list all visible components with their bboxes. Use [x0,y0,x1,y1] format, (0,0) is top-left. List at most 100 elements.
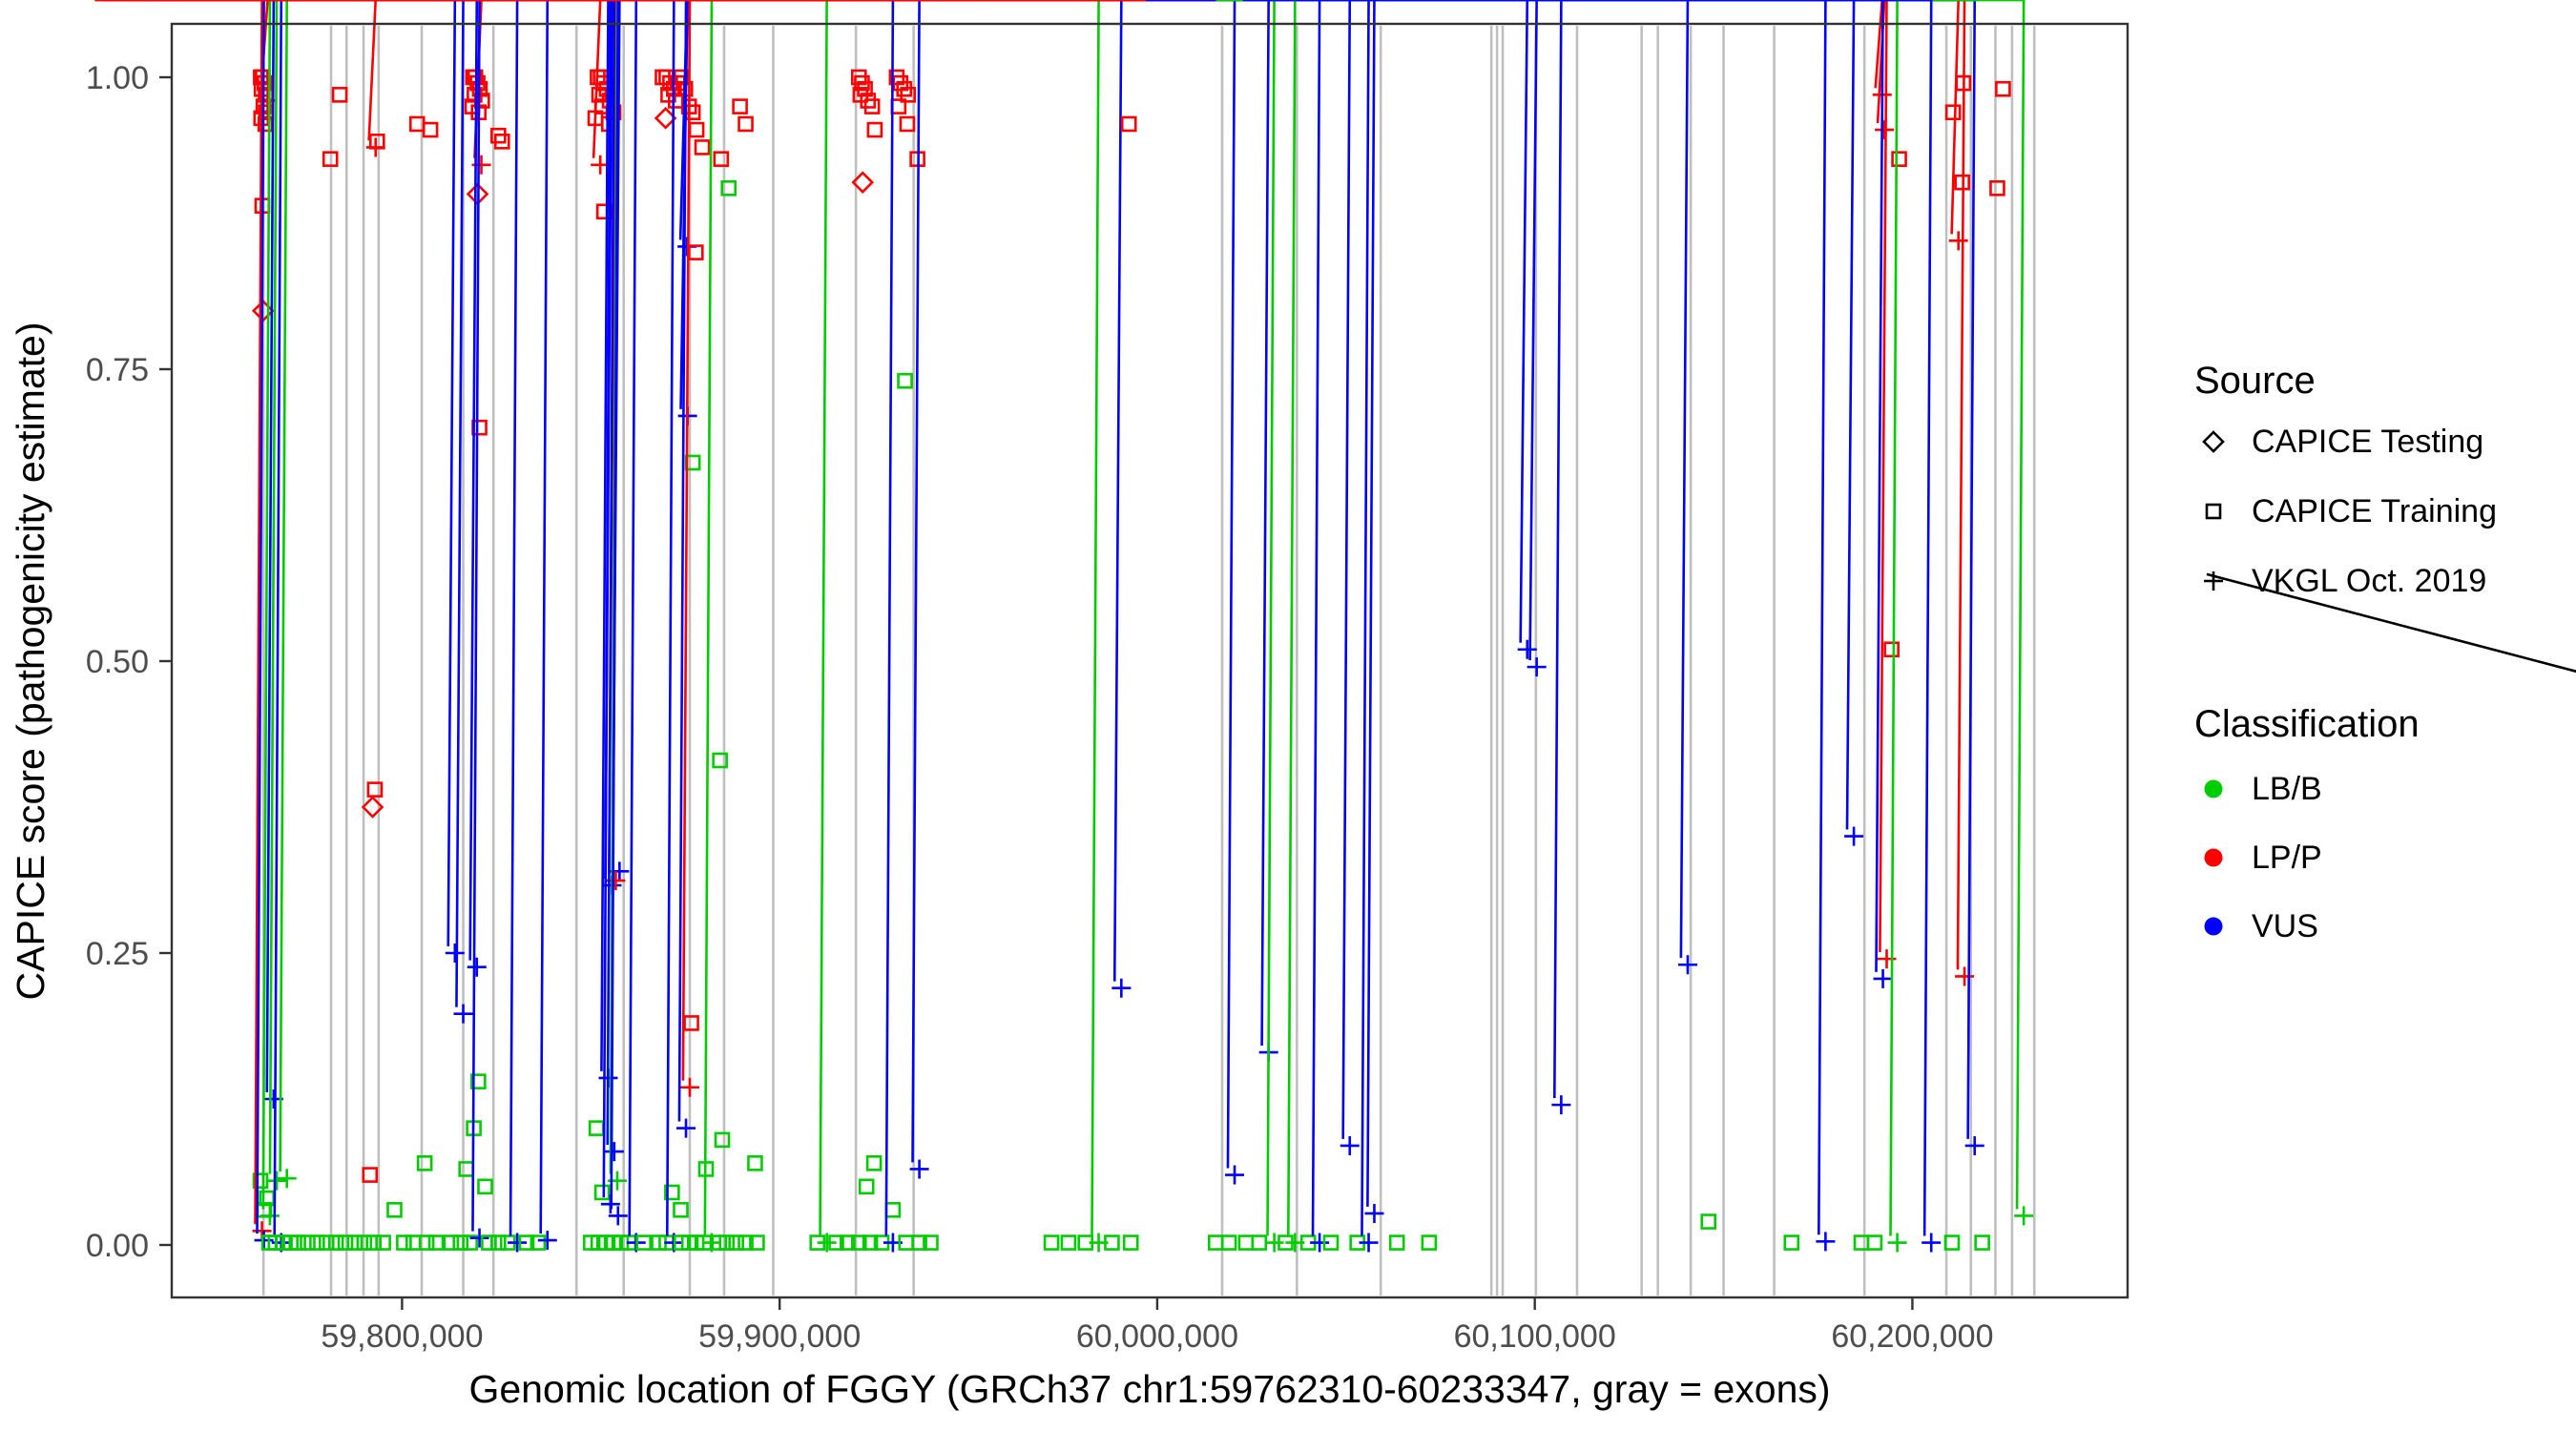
data-point [712,752,728,769]
data-point [1322,1234,1340,1251]
data-point [396,1234,412,1251]
data-point [443,1234,460,1251]
classification-dot-icon [2204,779,2223,798]
data-point [588,1120,605,1136]
legend-title-source: Source [2194,360,2316,402]
data-point [1120,115,1137,133]
data-point [866,121,883,138]
data-point [747,1155,763,1172]
data-point [911,1234,927,1251]
data-point [462,1234,478,1251]
data-points-layer [94,0,2034,1253]
data-point [1944,104,1962,121]
data-point [606,0,882,891]
legend-item-vkgl-oct-2019: VKGL Oct. 2019 [2252,563,2486,599]
y-tick-label: 0.25 [86,936,149,972]
data-point [318,1234,335,1251]
data-point [737,1234,754,1251]
data-point [452,1234,469,1251]
data-point [1251,1234,1268,1251]
data-point [1104,1234,1120,1251]
data-point [418,1234,435,1251]
data-point [840,1234,856,1251]
data-point [1207,1234,1224,1251]
data-point [1213,0,1384,1223]
data-point [1421,1234,1438,1251]
y-axis-ticks: 0.00 0.25 0.50 0.75 1.00 [86,60,172,1264]
data-point [1883,641,1900,658]
data-point [923,1234,939,1251]
data-point [1122,1234,1139,1251]
x-axis-ticks: 59,800,000 59,900,000 60,000,000 60,100,000… [321,1297,1994,1355]
data-point [469,0,1238,1248]
data-point [713,151,730,167]
data-point [602,0,886,896]
data-point [361,796,384,819]
data-point [701,0,1243,1253]
data-point [673,1201,689,1218]
legend-title-classification: Classification [2194,703,2420,745]
data-point [1215,0,2034,1226]
data-point [453,0,1014,1024]
data-point [1242,0,1330,1253]
legend-item-capice-training: CAPICE Training [2252,493,2497,529]
data-point [1052,0,1278,1063]
data-point [610,0,872,881]
data-point [530,1234,547,1251]
data-point [732,98,748,114]
data-point [1237,1234,1255,1251]
data-point [1043,1234,1060,1251]
data-point [1174,0,1245,1185]
data-point [897,372,913,389]
data-point [884,1201,902,1218]
data-point [679,0,1088,1097]
data-point [593,1184,611,1201]
data-point [667,0,1547,677]
y-tick-label: 1.00 [86,60,149,96]
asterisk-legend-icon [2204,571,2576,674]
data-point [718,1234,736,1251]
data-point [309,1234,325,1251]
y-axis-title: CAPICE score (pathogenicity estimate) [9,322,52,1001]
data-point [1700,1213,1717,1230]
data-point [817,0,1243,1253]
data-point [749,1234,765,1251]
x-axis-title: Genomic location of FGGY (GRCh37 chr1:59… [468,1367,1830,1411]
data-point [1989,179,2005,197]
data-point [365,1234,383,1251]
data-point [676,0,1129,1138]
data-point [828,1234,844,1251]
data-point [1145,0,1360,1155]
x-tick-label: 60,200,000 [1831,1318,1993,1355]
y-tick-label: 0.75 [86,352,149,388]
classification-dot-icon [2204,917,2223,936]
data-point [664,0,1243,1253]
data-point [477,1178,493,1195]
data-point [649,0,1537,659]
classification-dot-icon [2204,848,2223,867]
data-point [1242,0,1284,1253]
data-point [346,1234,364,1251]
data-point [737,115,754,133]
x-tick-label: 59,800,000 [321,1318,483,1355]
legend-item-capice-testing: CAPICE Testing [2252,424,2483,460]
data-point [694,139,711,156]
data-point [366,781,384,798]
legend-item-lb-b: LB/B [2252,771,2322,807]
y-tick-label: 0.50 [86,644,149,680]
data-point [664,1184,680,1201]
data-point [683,1015,699,1031]
data-point [246,0,697,257]
data-point [458,1161,474,1177]
data-point [481,1234,497,1251]
data-point [600,0,1205,1214]
data-point [327,1234,344,1251]
legend-item-lp-p: LP/P [2252,840,2322,876]
data-point [164,0,611,175]
data-point [1891,151,1907,167]
data-point [987,0,1132,998]
data-point [1242,0,1942,1253]
data-point [1866,1234,1883,1251]
data-point [1943,1234,1961,1251]
